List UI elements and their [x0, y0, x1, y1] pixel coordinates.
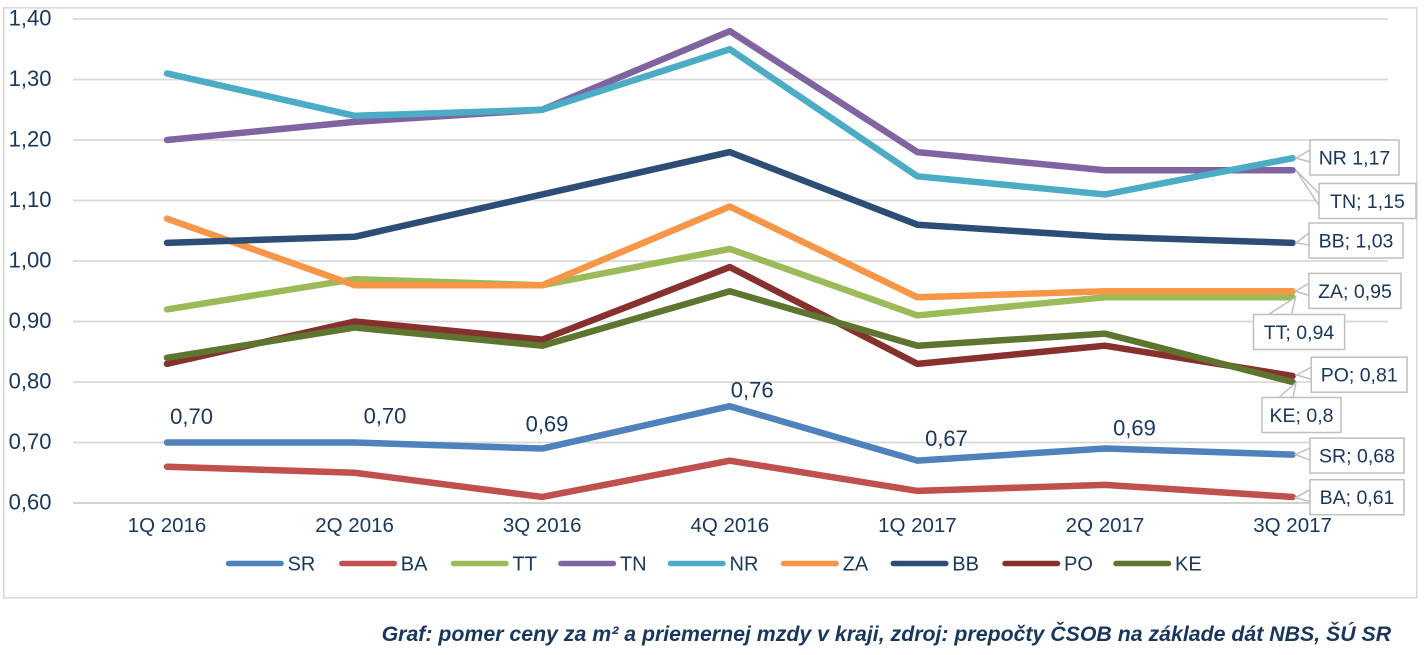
svg-text:BA; 0,61: BA; 0,61 [1320, 487, 1395, 509]
svg-text:0,70: 0,70 [9, 429, 52, 454]
svg-text:KE; 0,8: KE; 0,8 [1270, 405, 1334, 427]
svg-text:BB; 1,03: BB; 1,03 [1319, 231, 1394, 253]
svg-text:0,90: 0,90 [9, 308, 52, 333]
svg-text:SR; 0,68: SR; 0,68 [1319, 446, 1395, 468]
svg-text:1,00: 1,00 [9, 248, 52, 273]
svg-text:1,30: 1,30 [9, 66, 52, 91]
svg-text:NR 1,17: NR 1,17 [1319, 148, 1391, 170]
svg-text:0,69: 0,69 [1113, 416, 1156, 441]
svg-text:TT: TT [513, 554, 537, 576]
svg-text:1Q 2016: 1Q 2016 [128, 514, 207, 537]
svg-text:BB: BB [952, 554, 979, 576]
svg-text:1,10: 1,10 [9, 187, 52, 212]
svg-text:3Q 2017: 3Q 2017 [1253, 514, 1332, 537]
svg-text:TT; 0,94: TT; 0,94 [1264, 322, 1335, 344]
svg-text:0,70: 0,70 [364, 404, 407, 429]
svg-text:0,76: 0,76 [731, 378, 774, 403]
svg-text:NR: NR [730, 554, 759, 576]
svg-text:3Q 2016: 3Q 2016 [503, 514, 582, 537]
svg-text:0,67: 0,67 [925, 426, 968, 451]
svg-text:0,60: 0,60 [9, 490, 52, 515]
svg-text:0,70: 0,70 [170, 404, 213, 429]
svg-text:ZA: ZA [843, 554, 869, 576]
svg-text:PO: PO [1064, 554, 1093, 576]
svg-text:TN; 1,15: TN; 1,15 [1330, 191, 1405, 213]
svg-text:KE: KE [1175, 554, 1202, 576]
svg-text:1Q 2017: 1Q 2017 [878, 514, 957, 537]
svg-text:Graf: pomer ceny za m² a priem: Graf: pomer ceny za m² a priemernej mzdy… [382, 621, 1392, 646]
svg-text:ZA; 0,95: ZA; 0,95 [1318, 281, 1392, 303]
svg-text:SR: SR [288, 554, 316, 576]
svg-text:BA: BA [401, 554, 428, 576]
svg-text:1,20: 1,20 [9, 127, 52, 152]
svg-text:0,69: 0,69 [526, 411, 569, 436]
svg-text:0,80: 0,80 [9, 369, 52, 394]
svg-text:1,40: 1,40 [9, 6, 52, 31]
svg-text:2Q 2016: 2Q 2016 [315, 514, 394, 537]
svg-text:PO; 0,81: PO; 0,81 [1321, 365, 1398, 387]
svg-text:2Q 2017: 2Q 2017 [1066, 514, 1145, 537]
svg-text:TN: TN [620, 554, 647, 576]
svg-text:4Q 2016: 4Q 2016 [690, 514, 769, 537]
